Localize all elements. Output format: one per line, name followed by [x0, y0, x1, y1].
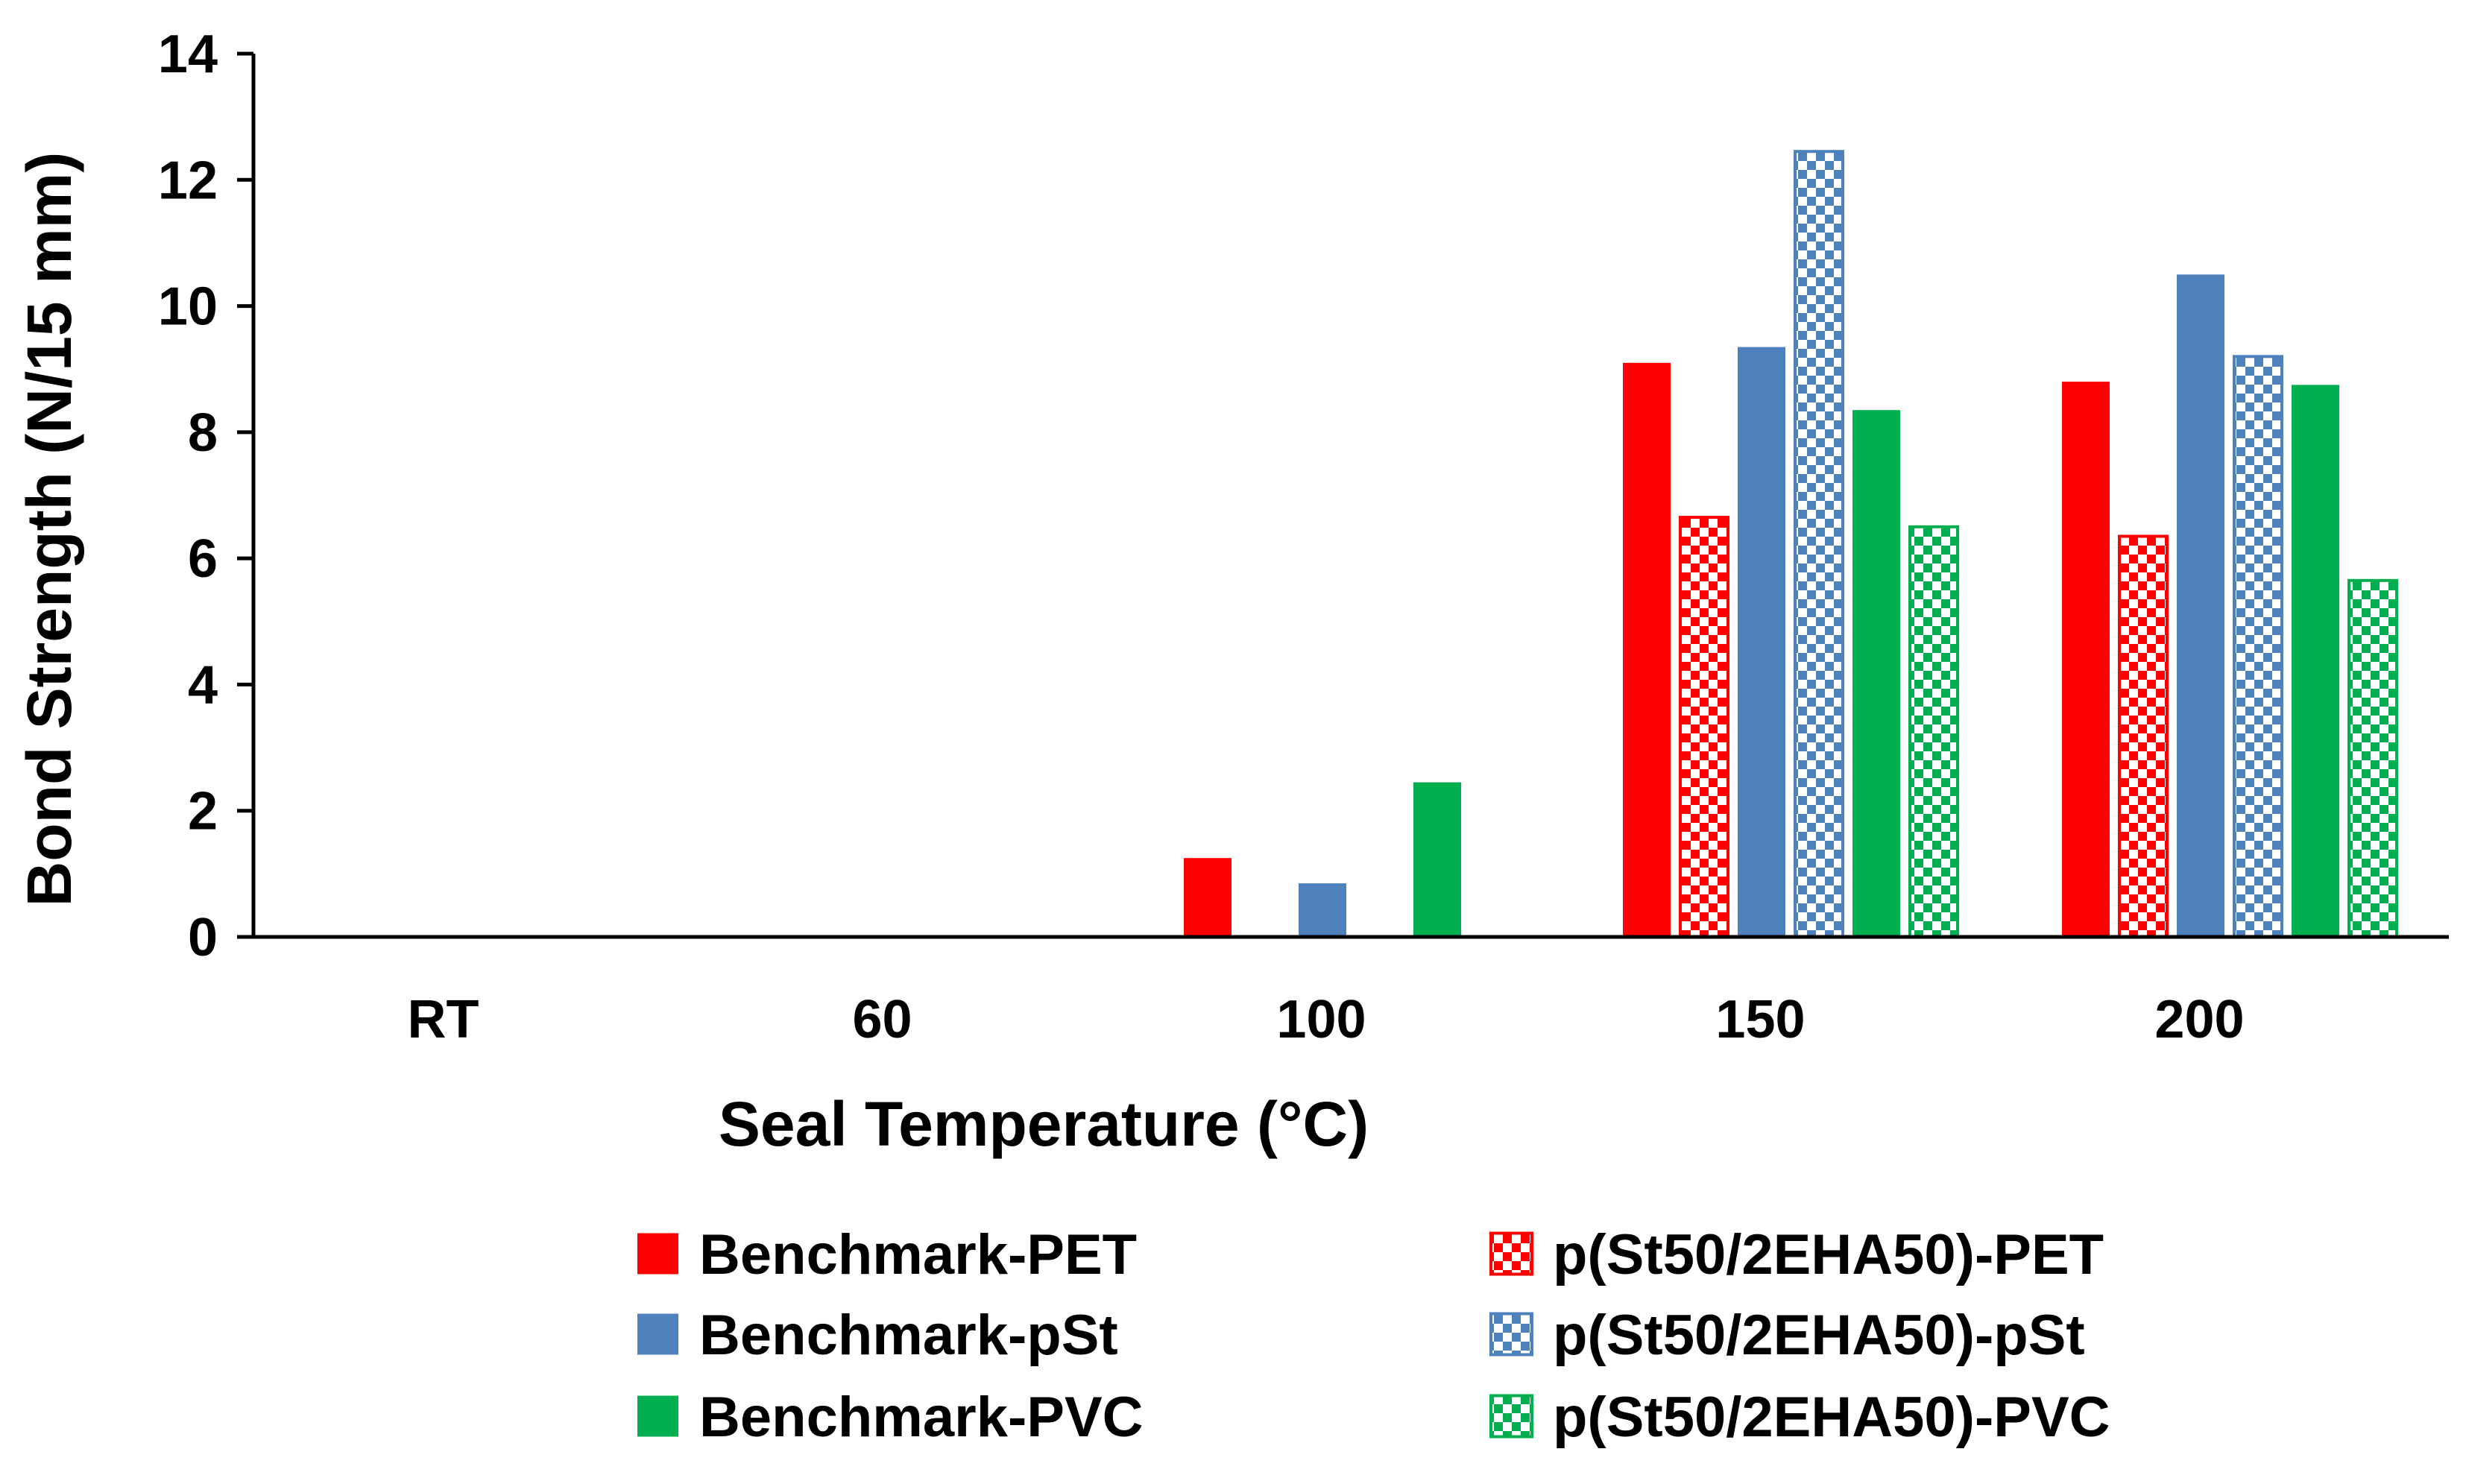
- bar-p-st50-2eha50-pet-150: [1679, 516, 1729, 938]
- bar-p-st50-2eha50-pvc-150: [1908, 525, 1959, 938]
- legend-item-p-st50-2eha50-pet: p(St50/2EHA50)-PET: [1489, 1223, 2104, 1286]
- legend-item-benchmark-pst: Benchmark-pSt: [637, 1304, 1118, 1367]
- y-axis-title: Bond Strength (N/15 mm): [14, 152, 84, 907]
- bar-benchmark-pvc-150: [1852, 410, 1900, 937]
- legend-label: p(St50/2EHA50)-PVC: [1553, 1386, 2110, 1449]
- legend-swatch: [1489, 1231, 1533, 1276]
- y-tick-label: 12: [158, 151, 218, 210]
- bar-benchmark-pst-100: [1299, 883, 1346, 937]
- bar-p-st50-2eha50-pet-200: [2118, 534, 2169, 938]
- legend-swatch: [637, 1233, 678, 1275]
- tick-labels-layer: 0 2 4 6 8 10 12 14 RT 60 100 150 200: [158, 25, 2245, 1049]
- legend-swatch: [1489, 1394, 1533, 1439]
- legend-label: Benchmark-PVC: [699, 1386, 1144, 1449]
- bar-benchmark-pst-150: [1738, 347, 1785, 938]
- y-tick-label: 10: [158, 277, 218, 337]
- y-tick-label: 0: [188, 908, 218, 967]
- legend-label: p(St50/2EHA50)-PET: [1553, 1223, 2104, 1286]
- x-tick-label: RT: [408, 990, 479, 1049]
- legend-label: p(St50/2EHA50)-pSt: [1553, 1304, 2085, 1367]
- bar-benchmark-pvc-200: [2292, 385, 2339, 937]
- y-tick-label: 8: [188, 403, 218, 463]
- legend-swatch: [637, 1313, 678, 1355]
- x-tick-label: 150: [1715, 990, 1805, 1049]
- legend-item-benchmark-pet: Benchmark-PET: [637, 1223, 1137, 1286]
- y-tick-label: 14: [158, 25, 218, 84]
- y-tick-label: 4: [188, 655, 218, 715]
- bar-benchmark-pet-200: [2062, 382, 2110, 937]
- bars-layer: [1184, 150, 2398, 939]
- legend-label: Benchmark-pSt: [699, 1304, 1118, 1367]
- bar-benchmark-pvc-100: [1413, 782, 1461, 937]
- legend-swatch: [637, 1395, 678, 1437]
- legend-swatch: [1489, 1312, 1533, 1357]
- legend-label: Benchmark-PET: [699, 1223, 1137, 1286]
- x-axis-title: Seal Temperature (°C): [719, 1089, 1369, 1159]
- bar-p-st50-2eha50-pst-150: [1794, 150, 1844, 939]
- y-tick-label: 2: [188, 782, 218, 842]
- y-tick-label: 6: [188, 529, 218, 589]
- bar-benchmark-pet-150: [1623, 362, 1671, 938]
- bar-benchmark-pst-200: [2177, 274, 2224, 938]
- bar-p-st50-2eha50-pvc-200: [2347, 578, 2398, 938]
- x-tick-label: 60: [852, 990, 912, 1049]
- axes-layer: [237, 51, 2449, 939]
- bar-p-st50-2eha50-pst-200: [2233, 355, 2283, 938]
- legend-item-benchmark-pvc: Benchmark-PVC: [637, 1386, 1144, 1449]
- x-tick-label: 100: [1276, 990, 1366, 1049]
- legend: Benchmark-PET p(St50/2EHA50)-PET Benchmark…: [637, 1223, 2110, 1449]
- legend-item-p-st50-2eha50-pst: p(St50/2EHA50)-pSt: [1489, 1304, 2085, 1367]
- x-tick-label: 200: [2154, 990, 2244, 1049]
- legend-item-p-st50-2eha50-pvc: p(St50/2EHA50)-PVC: [1489, 1386, 2110, 1449]
- bar-benchmark-pet-100: [1184, 858, 1232, 937]
